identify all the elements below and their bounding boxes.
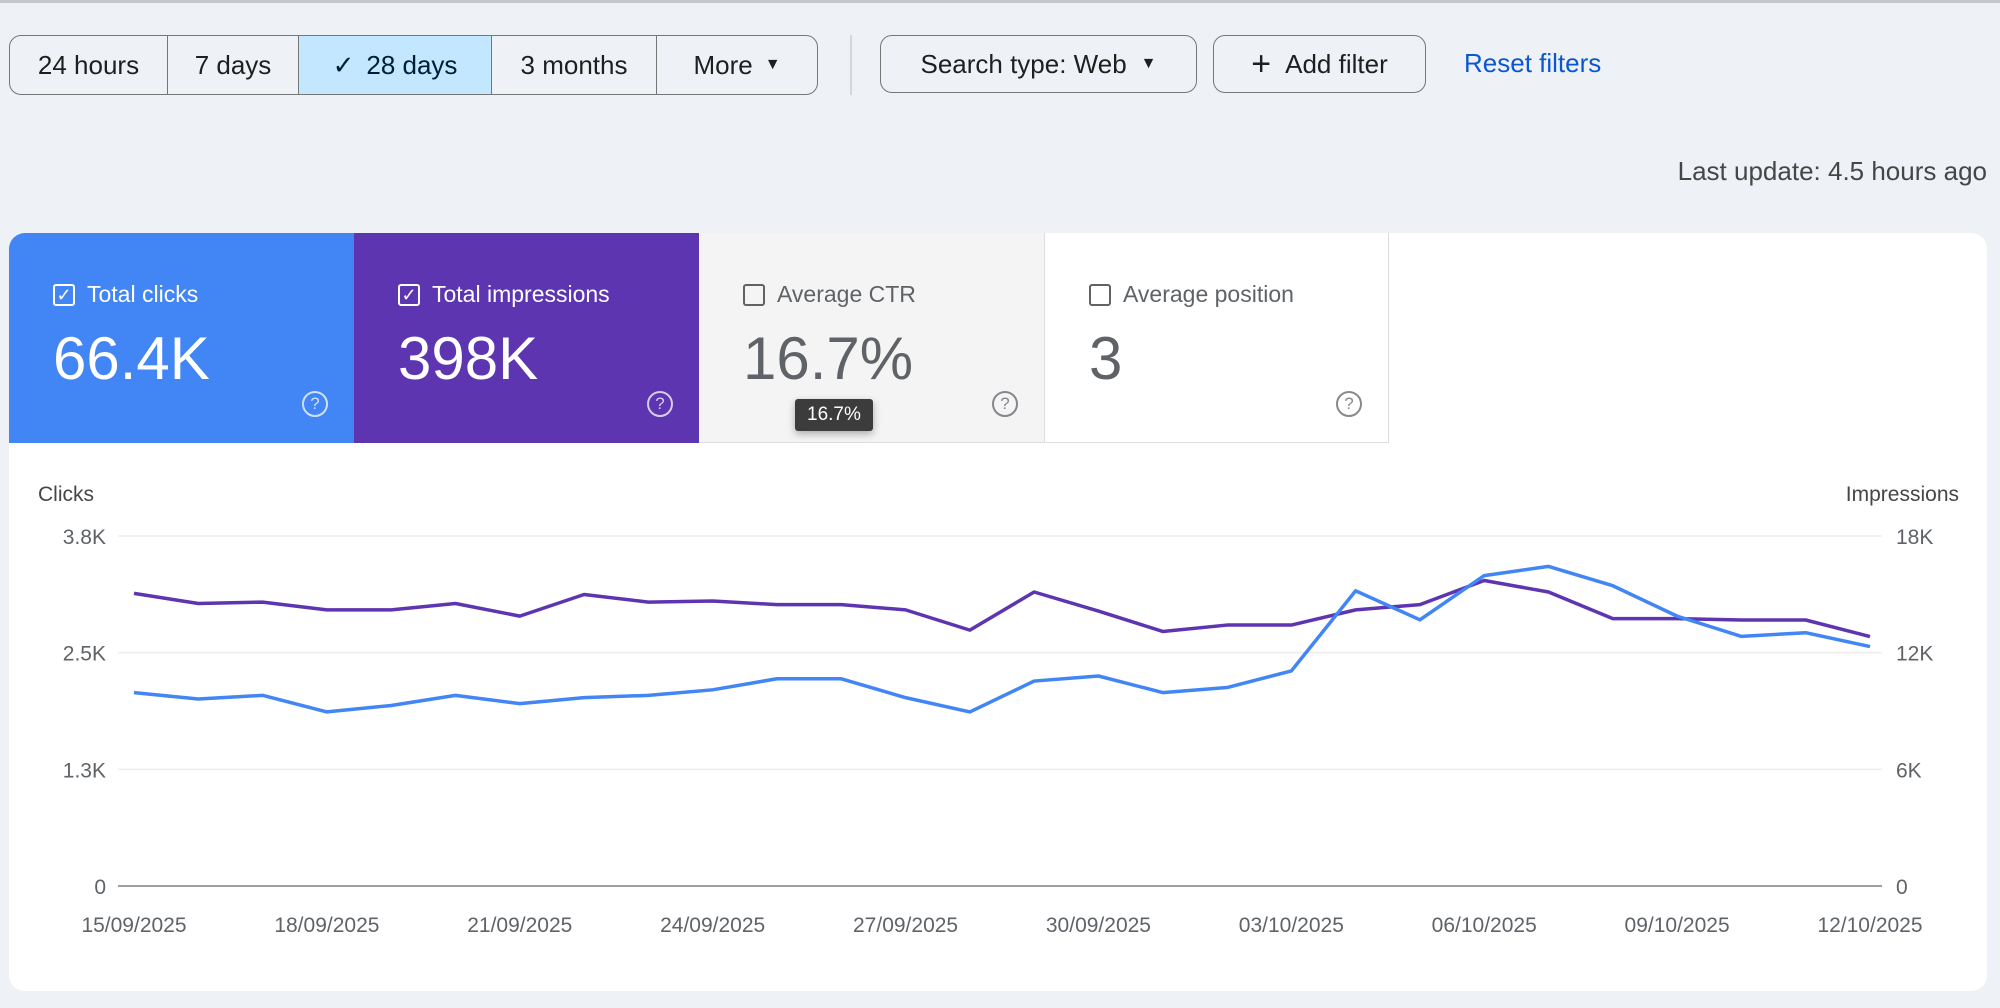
metric-card-total-impressions[interactable]: ✓ Total impressions 398K ? [354, 233, 699, 443]
metric-label: Total clicks [87, 281, 199, 307]
metric-label: Total impressions [432, 281, 610, 307]
metric-value: 398K [398, 325, 539, 392]
range-24-hours-button[interactable]: 24 hours [10, 36, 168, 94]
range-label: More [693, 49, 753, 80]
range-label: 24 hours [37, 49, 140, 80]
reset-filters-link[interactable]: Reset filters [1464, 48, 1602, 78]
x-tick-label: 27/09/2025 [853, 914, 958, 937]
metric-card-average-position[interactable]: Average position 3 ? [1044, 233, 1389, 443]
right-tick-label: 18K [1896, 526, 1933, 549]
range-3-months-button[interactable]: 3 months [492, 36, 657, 94]
range-label: 7 days [194, 49, 272, 80]
metric-value: 3 [1089, 325, 1123, 392]
x-tick-label: 30/09/2025 [1046, 914, 1151, 937]
add-filter-button[interactable]: + Add filter [1213, 35, 1426, 93]
x-tick-label: 21/09/2025 [467, 914, 572, 937]
checkbox-unchecked-icon[interactable] [1089, 283, 1111, 306]
metric-value: 16.7% [743, 325, 914, 392]
toolbar-divider [850, 35, 852, 95]
metric-card-total-clicks[interactable]: ✓ Total clicks 66.4K ? [9, 233, 354, 443]
performance-chart: Clicks Impressions 0 0 1.3K 6K 2.5K 12K 3.8K 18… [38, 483, 1959, 937]
clicks-series-line [133, 564, 1871, 714]
metric-label: Average CTR [777, 281, 916, 307]
left-tick-label: 0 [94, 876, 106, 899]
check-icon: ✓ [332, 49, 355, 80]
right-tick-label: 6K [1896, 759, 1922, 782]
range-7-days-button[interactable]: 7 days [168, 36, 299, 94]
checkbox-unchecked-icon[interactable] [743, 283, 765, 306]
checkbox-checked-icon[interactable]: ✓ [53, 283, 75, 306]
impressions-series-line [133, 578, 1871, 639]
range-more-dropdown[interactable]: More ▼ [657, 36, 817, 94]
date-range-selector: 24 hours 7 days ✓ 28 days 3 months More ▼ [9, 35, 818, 95]
x-tick-label: 24/09/2025 [660, 914, 765, 937]
help-icon[interactable]: ? [992, 391, 1018, 417]
right-tick-label: 0 [1896, 876, 1908, 899]
left-tick-label: 1.3K [63, 759, 106, 782]
left-tick-label: 3.8K [63, 526, 106, 549]
last-update-text: Last update: 4.5 hours ago [1677, 156, 1987, 186]
x-tick-label: 12/10/2025 [1817, 914, 1922, 937]
metric-value: 66.4K [53, 325, 210, 392]
search-type-label: Search type: Web [920, 48, 1127, 79]
search-type-dropdown[interactable]: Search type: Web ▼ [880, 35, 1197, 93]
dropdown-arrow-icon: ▼ [1140, 55, 1157, 72]
checkbox-checked-icon[interactable]: ✓ [398, 283, 420, 306]
help-icon[interactable]: ? [302, 391, 328, 417]
right-tick-label: 12K [1896, 643, 1933, 666]
top-divider [0, 0, 2000, 3]
x-tick-label: 15/09/2025 [81, 914, 186, 937]
x-tick-label: 18/09/2025 [274, 914, 379, 937]
left-axis-label: Clicks [38, 483, 94, 506]
right-axis-label: Impressions [1846, 483, 1959, 506]
x-tick-label: 09/10/2025 [1625, 914, 1730, 937]
add-filter-label: Add filter [1285, 48, 1388, 79]
range-label: 28 days [366, 49, 458, 80]
dropdown-arrow-icon: ▼ [764, 56, 781, 73]
range-label: 3 months [520, 49, 628, 80]
plus-icon: + [1251, 44, 1272, 83]
range-28-days-button[interactable]: ✓ 28 days [299, 36, 492, 94]
metric-label: Average position [1123, 281, 1294, 307]
left-tick-label: 2.5K [63, 643, 106, 666]
x-tick-label: 03/10/2025 [1239, 914, 1344, 937]
x-tick-label: 06/10/2025 [1432, 914, 1537, 937]
help-icon[interactable]: ? [647, 391, 673, 417]
performance-panel: ✓ Total clicks 66.4K ? ✓ Total impressions… [9, 233, 1987, 991]
ctr-tooltip: 16.7% [795, 399, 873, 431]
help-icon[interactable]: ? [1336, 391, 1362, 417]
